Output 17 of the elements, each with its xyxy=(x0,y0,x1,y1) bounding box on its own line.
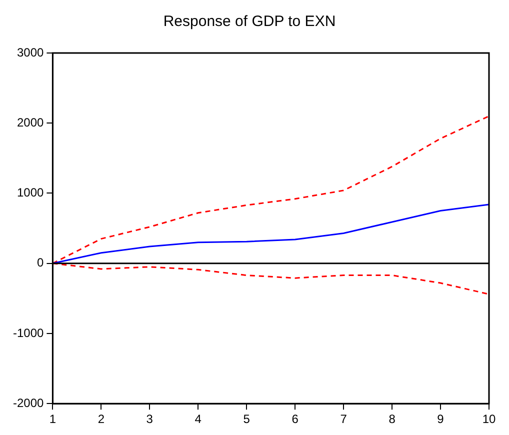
x-tick-label: 2 xyxy=(98,412,105,426)
x-tick-label: 8 xyxy=(388,412,396,426)
x-tick-label: 9 xyxy=(437,412,444,426)
chart-title: Response of GDP to EXN xyxy=(163,13,336,30)
y-tick-label: -1000 xyxy=(12,326,44,340)
y-tick-label: 3000 xyxy=(16,45,44,60)
x-tick-label: 10 xyxy=(482,412,496,426)
y-tick-label: 1000 xyxy=(16,186,44,200)
y-tick-label: 0 xyxy=(37,256,44,270)
x-tick-label: 4 xyxy=(194,412,202,426)
x-tick-label: 6 xyxy=(292,412,299,426)
y-tick-label: -2000 xyxy=(12,396,44,410)
x-tick-label: 1 xyxy=(49,412,56,426)
x-tick-label: 3 xyxy=(146,412,154,426)
x-tick-label: 7 xyxy=(340,412,348,426)
x-tick-label: 5 xyxy=(243,412,250,426)
y-tick-label: 2000 xyxy=(16,115,44,130)
